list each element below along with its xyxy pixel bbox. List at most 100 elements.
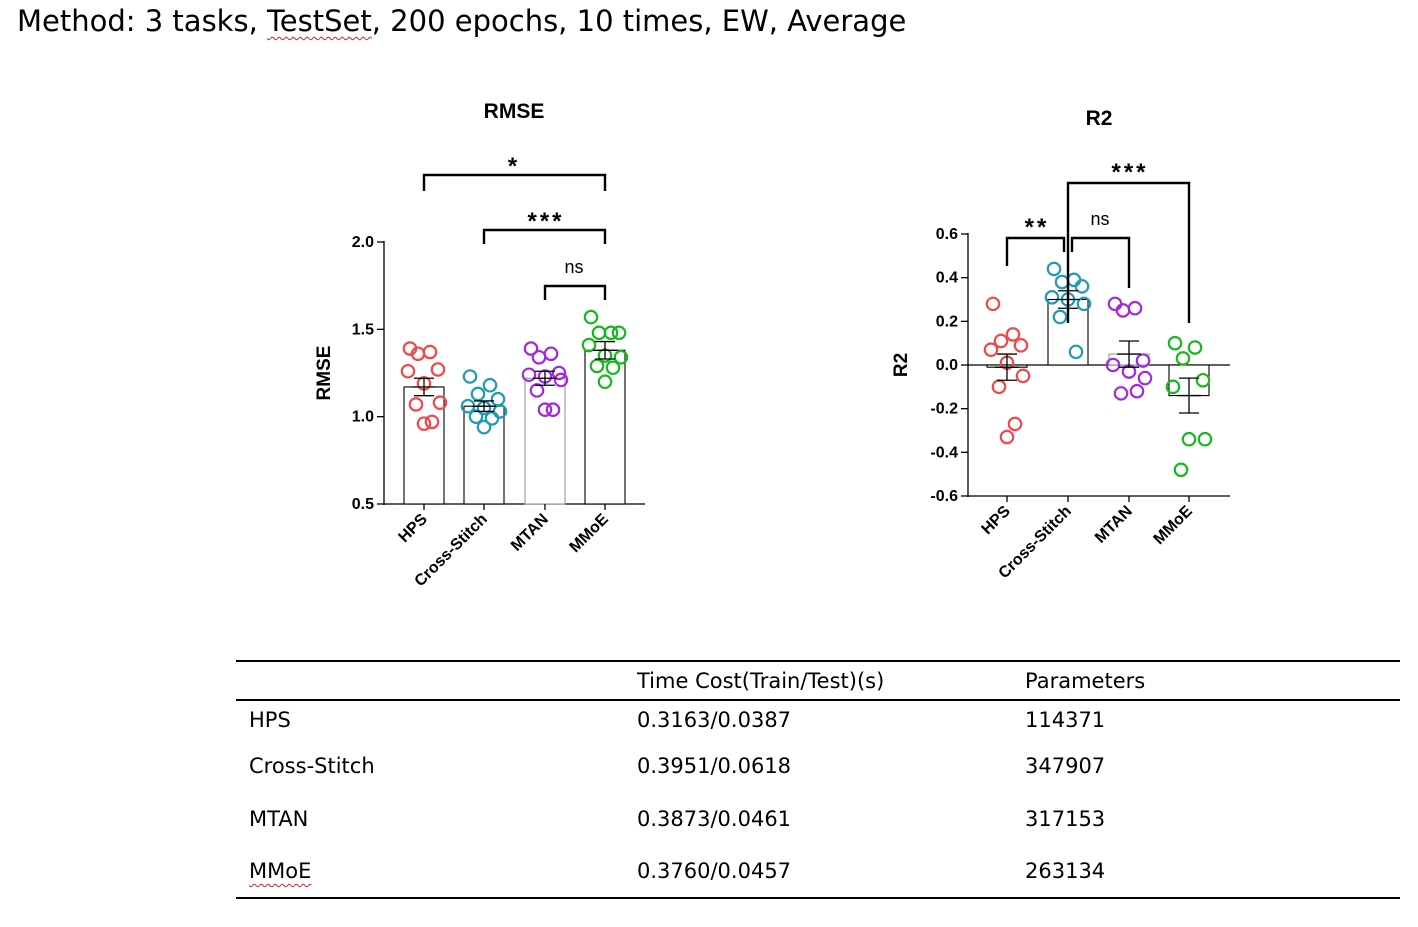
r2-point-cross-stitch: [1076, 296, 1092, 312]
r2-point-hps: [1013, 338, 1029, 353]
table-cell-method: Cross-Stitch: [249, 753, 375, 778]
table-cell-parameters: 114371: [1025, 708, 1106, 732]
results-table: Time Cost(Train/Test)(s) Parameters HPS …: [236, 660, 1400, 899]
r2-point-cross-stitch: [1068, 344, 1084, 360]
rmse-point-hps: [430, 362, 446, 377]
table-row: MMoE 0.3760/0.0457 263134: [236, 845, 1400, 898]
r2-point-cross-stitch: [1044, 290, 1060, 305]
rmse-point-mtan: [523, 341, 539, 356]
r2-y-tick-label: -0.4: [930, 444, 958, 461]
heading-testset: TestSet: [267, 4, 372, 38]
heading-suffix: , 200 epochs, 10 times, EW, Average: [371, 4, 907, 38]
r2-significance-bracket: [1005, 236, 1066, 266]
rmse-point-mmoe: [605, 360, 621, 376]
r2-y-tick-label: 0.2: [936, 313, 958, 330]
table-cell-parameters: 347907: [1025, 753, 1106, 778]
rmse-point-hps: [408, 397, 424, 412]
rmse-point-mmoe: [589, 358, 605, 374]
table-header-method: [236, 661, 637, 700]
r2-y-tick-label: 0.0: [936, 357, 958, 374]
r2-point-mtan: [1135, 353, 1151, 368]
rmse-chart-title: RMSE: [484, 100, 545, 123]
r2-point-mmoe: [1195, 372, 1211, 388]
r2-point-cross-stitch: [1066, 272, 1082, 288]
rmse-point-mmoe: [581, 337, 597, 353]
r2-point-mtan: [1115, 303, 1131, 318]
r2-point-cross-stitch: [1054, 274, 1070, 290]
rmse-point-mtan: [551, 365, 567, 381]
rmse-point-mtan: [529, 383, 545, 398]
r2-chart: R2R2-0.6-0.4-0.20.00.20.40.6HPSCross-Sti…: [891, 107, 1230, 582]
table-cell-method-text: MMoE: [249, 859, 312, 883]
r2-point-mtan: [1105, 357, 1121, 373]
rmse-significance-bracket: [422, 173, 607, 191]
r2-point-hps: [985, 296, 1001, 312]
rmse-bar-mtan: [524, 377, 566, 505]
r2-point-hps: [1015, 368, 1031, 384]
rmse-point-hps: [424, 414, 440, 430]
r2-point-hps: [999, 429, 1015, 445]
rmse-point-mmoe: [591, 325, 607, 341]
table-cell-method: MTAN: [249, 806, 309, 831]
table-cell-parameters: 317153: [1025, 806, 1106, 831]
table-cell-time-cost: 0.3951/0.0618: [637, 753, 792, 778]
rmse-point-hps: [400, 363, 416, 379]
rmse-significance-label: ns: [564, 257, 583, 277]
r2-y-tick-label: 0.4: [936, 270, 958, 287]
rmse-significance-bracket: [482, 228, 607, 244]
rmse-y-tick-label: 2.0: [352, 234, 374, 251]
rmse-point-cross-stitch: [484, 411, 500, 426]
rmse-significance-bracket: [543, 284, 607, 300]
table-header-time-cost: Time Cost(Train/Test)(s): [637, 668, 885, 693]
r2-point-hps: [993, 333, 1009, 349]
rmse-point-mmoe: [597, 374, 613, 390]
r2-y-tick-label: -0.2: [930, 401, 958, 418]
rmse-point-mtan: [531, 349, 547, 365]
table-cell-method: HPS: [249, 708, 291, 732]
rmse-point-mtan: [537, 402, 553, 417]
rmse-significance-label: ***: [527, 208, 564, 235]
rmse-y-tick-label: 1.5: [352, 321, 374, 338]
page-heading: Method: 3 tasks, TestSet, 200 epochs, 10…: [17, 4, 906, 38]
table-header-row: Time Cost(Train/Test)(s) Parameters: [236, 661, 1400, 700]
r2-point-cross-stitch: [1052, 309, 1068, 325]
r2-point-mmoe: [1175, 351, 1191, 366]
rmse-point-mtan: [521, 367, 537, 383]
table-header-parameters: Parameters: [1025, 668, 1146, 693]
rmse-point-mmoe: [613, 349, 629, 365]
r2-point-mtan: [1107, 296, 1123, 312]
rmse-point-mtan: [545, 402, 561, 417]
r2-chart-title: R2: [1086, 107, 1113, 130]
rmse-point-hps: [416, 416, 432, 431]
rmse-point-mmoe: [583, 309, 599, 325]
rmse-y-tick-label: 1.0: [352, 409, 374, 426]
rmse-point-hps: [432, 395, 448, 410]
r2-point-mtan: [1129, 383, 1145, 399]
r2-y-tick-label: 0.6: [936, 226, 958, 243]
rmse-point-mmoe: [611, 325, 627, 341]
r2-point-mmoe: [1167, 335, 1183, 351]
r2-point-mmoe: [1181, 431, 1197, 447]
rmse-y-tick-label: 0.5: [352, 496, 374, 513]
r2-significance-label: ns: [1090, 209, 1109, 229]
r2-point-hps: [991, 379, 1007, 395]
r2-point-mtan: [1113, 386, 1129, 401]
table-cell-parameters: 263134: [1025, 859, 1106, 883]
rmse-point-cross-stitch: [470, 386, 486, 402]
table-cell-time-cost: 0.3873/0.0461: [637, 806, 792, 831]
table-cell-method: MMoE: [236, 845, 637, 898]
r2-point-mtan: [1127, 300, 1143, 316]
r2-y-tick-label: -0.6: [930, 488, 958, 505]
r2-point-mmoe: [1197, 431, 1213, 447]
r2-point-hps: [1007, 416, 1023, 432]
r2-category-label: HPS: [979, 503, 1015, 539]
r2-point-mmoe: [1187, 340, 1203, 355]
r2-point-cross-stitch: [1074, 279, 1090, 294]
r2-point-mtan: [1137, 370, 1153, 386]
rmse-y-axis-title: RMSE: [314, 346, 335, 401]
r2-category-label: MMoE: [1150, 503, 1196, 549]
table-cell-time-cost: 0.3760/0.0457: [637, 859, 792, 883]
rmse-point-mtan: [553, 372, 569, 388]
rmse-point-hps: [410, 346, 426, 362]
